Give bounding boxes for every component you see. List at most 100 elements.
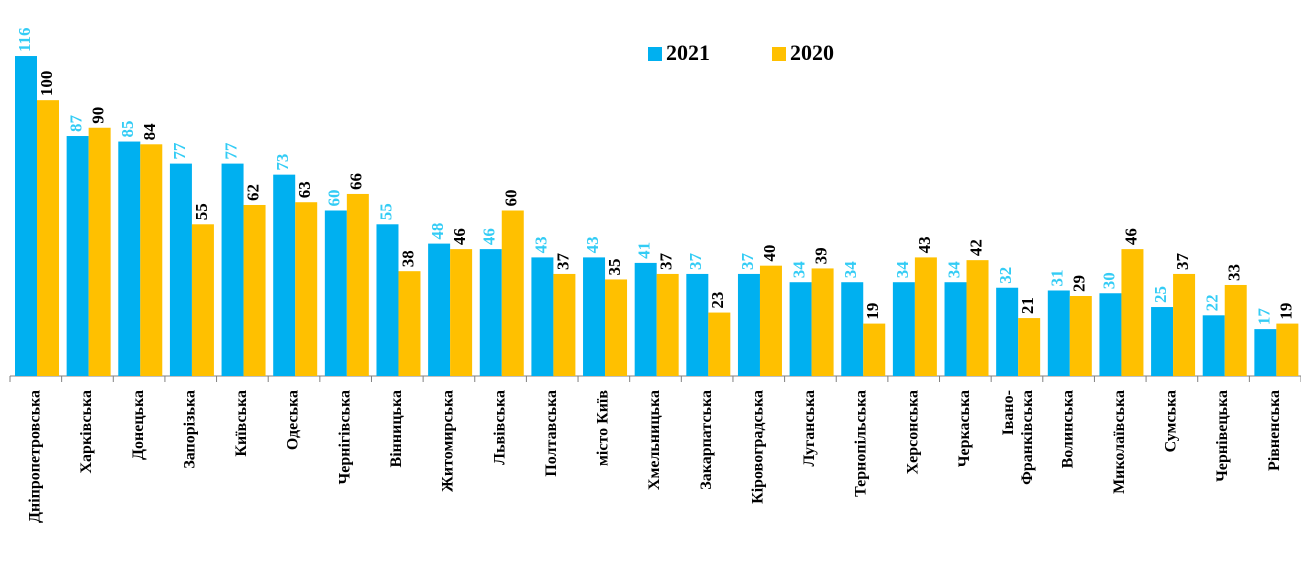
- x-tick-label: Чернівецька: [1214, 390, 1231, 482]
- data-label: 46: [480, 228, 499, 245]
- bar: [553, 273, 576, 376]
- bar: [1202, 315, 1225, 376]
- bar: [376, 224, 399, 376]
- bar: [479, 249, 502, 376]
- data-label: 34: [790, 261, 809, 279]
- bar: [996, 287, 1019, 376]
- data-label: 37: [553, 252, 572, 270]
- data-label: 22: [1203, 294, 1222, 311]
- data-label: 60: [502, 190, 521, 207]
- bar: [346, 193, 369, 376]
- data-label: 62: [243, 184, 262, 201]
- bar: [863, 323, 886, 376]
- x-tick-label: Житомирська: [440, 390, 457, 492]
- bar: [914, 257, 937, 376]
- bar: [605, 279, 628, 376]
- data-label: 21: [1018, 297, 1037, 314]
- x-tick-label-line: Івано-: [1000, 390, 1017, 435]
- x-tick-label: Чернігівська: [336, 390, 353, 485]
- bar: [1018, 318, 1041, 376]
- bar: [686, 273, 709, 376]
- bar: [811, 268, 834, 376]
- data-label: 85: [118, 121, 137, 138]
- bar: [37, 100, 59, 377]
- legend-label: 2020: [790, 40, 834, 65]
- bar: [531, 257, 554, 376]
- data-label: 17: [1254, 308, 1273, 326]
- data-label: 35: [605, 258, 624, 275]
- x-tick-label: Вінницька: [388, 390, 405, 467]
- data-label: 30: [1099, 272, 1118, 289]
- data-label: 38: [398, 250, 417, 267]
- bar: [1121, 249, 1144, 376]
- x-tick-label: Черкаська: [956, 390, 973, 467]
- data-label: 46: [450, 228, 469, 245]
- bar: [1224, 284, 1247, 376]
- data-label: 25: [1151, 286, 1170, 303]
- bar: [140, 144, 163, 376]
- bar: [501, 210, 524, 376]
- data-label: 42: [966, 239, 985, 256]
- data-label: 34: [944, 261, 963, 279]
- bar: [841, 282, 864, 376]
- data-label: 116: [15, 27, 34, 52]
- bar: [1254, 329, 1277, 376]
- x-tick-label: Херсонська: [904, 390, 921, 474]
- bar: [273, 174, 296, 376]
- x-tick-label: Рівненська: [1266, 390, 1283, 471]
- data-label: 84: [140, 123, 159, 141]
- bar: [398, 271, 421, 376]
- x-tick-label: Запорізька: [181, 390, 198, 469]
- bar: [295, 202, 318, 376]
- bar: [324, 210, 347, 376]
- x-tick-label: Тернопільська: [853, 390, 870, 497]
- bar: [118, 141, 141, 376]
- data-label: 40: [760, 245, 779, 262]
- bar: [169, 163, 192, 376]
- data-label: 33: [1225, 264, 1244, 281]
- data-label: 55: [192, 203, 211, 220]
- bar: [1173, 273, 1196, 376]
- bar: [634, 262, 657, 376]
- bar: [191, 224, 214, 376]
- bar: [1276, 323, 1299, 376]
- x-tick-label: місто Київ: [595, 390, 612, 466]
- bar: [243, 204, 266, 376]
- data-label: 43: [583, 236, 602, 253]
- bar: [656, 273, 679, 376]
- data-label: 87: [67, 115, 86, 133]
- x-tick-label: Сумська: [1163, 390, 1180, 452]
- data-label: 73: [273, 154, 292, 171]
- bar: [944, 282, 967, 376]
- x-tick-label: Луганська: [801, 390, 818, 467]
- x-tick-label: Закарпатська: [698, 390, 715, 490]
- x-tick-label: Кіровоградська: [749, 390, 766, 504]
- x-tick-label: Львівська: [491, 390, 508, 465]
- bar: [66, 136, 89, 376]
- bar: [583, 257, 606, 376]
- bar: [789, 282, 812, 376]
- data-label: 43: [915, 236, 934, 253]
- legend-label: 2021: [666, 40, 710, 65]
- data-label: 19: [863, 303, 882, 320]
- x-tick-label: Донецька: [130, 390, 147, 460]
- bar: [1069, 296, 1092, 376]
- data-label: 100: [37, 71, 56, 97]
- data-label: 29: [1070, 275, 1089, 292]
- x-tick-label-line: Франківська: [1019, 390, 1036, 485]
- data-label: 23: [708, 292, 727, 309]
- data-label: 43: [531, 236, 550, 253]
- data-label: 46: [1121, 228, 1140, 245]
- data-label: 48: [428, 223, 447, 240]
- data-label: 90: [89, 107, 108, 124]
- x-tick-label: Хмельницька: [646, 390, 663, 490]
- data-label: 37: [1173, 252, 1192, 270]
- x-tick-label: Дніпропетровська: [26, 390, 43, 523]
- x-tick-label: Харківська: [78, 390, 95, 474]
- bar: [708, 312, 731, 376]
- bar: [221, 163, 244, 376]
- data-label: 66: [347, 173, 366, 190]
- bar: [1047, 290, 1070, 376]
